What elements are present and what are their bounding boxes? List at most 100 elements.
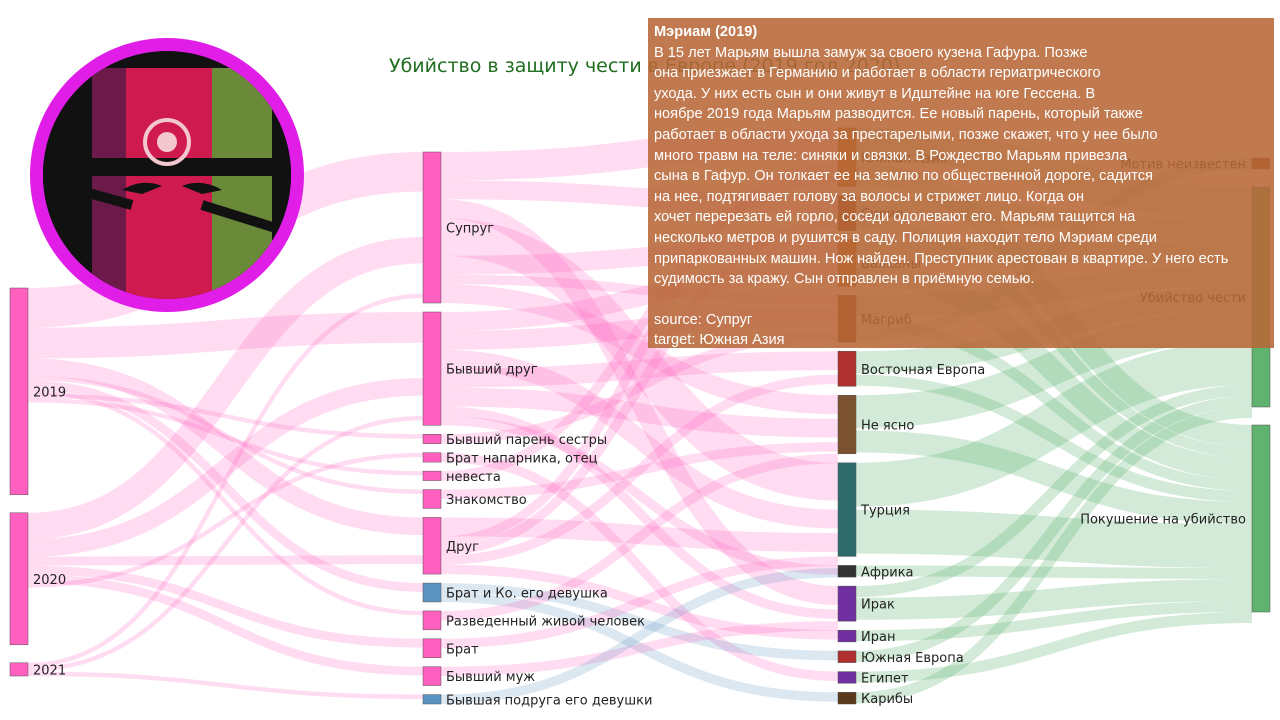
sankey-link-p_spouse-o_iraq[interactable] xyxy=(440,199,839,605)
sankey-link-p_acq-o_unclear[interactable] xyxy=(440,442,839,499)
sankey-link-y2019-p_sisex[interactable] xyxy=(27,393,424,439)
sankey-node-y2020[interactable] xyxy=(9,512,29,646)
sankey-link-p_bro_gf-o_carib[interactable] xyxy=(440,592,839,702)
tooltip-line: сына в Гафур. Он толкает ее на землю по … xyxy=(654,168,1153,185)
sankey-link-p_friend-o_eeurope[interactable] xyxy=(440,374,839,565)
sankey-node-label: Ирак xyxy=(861,598,895,613)
masked-flag-logo-icon xyxy=(30,38,304,312)
sankey-node-label: Друг xyxy=(446,540,479,555)
sankey-node-label: Египет xyxy=(861,671,909,686)
sankey-node-p_exhusband[interactable] xyxy=(422,666,442,686)
sankey-link-o_iraq-r_honor[interactable] xyxy=(855,385,1253,598)
sankey-link-p_spouse-o_unclear[interactable] xyxy=(440,284,839,415)
tooltip-line: В 15 лет Марьям вышла замуж за своего ку… xyxy=(654,44,1088,61)
sankey-node-label: Бывший парень сестры xyxy=(446,433,607,448)
sankey-node-o_carib[interactable] xyxy=(837,692,857,705)
sankey-node-p_exbf[interactable] xyxy=(422,311,442,426)
sankey-link-p_divorced-o_unclear[interactable] xyxy=(440,453,839,621)
sankey-node-o_seurope[interactable] xyxy=(837,650,857,663)
sankey-link-o_seurope-r_honor[interactable] xyxy=(855,396,1253,662)
sankey-node-o_africa[interactable] xyxy=(837,565,857,578)
sankey-link-p_exhusband-o_iraq[interactable] xyxy=(440,621,839,677)
sankey-node-p_sisex[interactable] xyxy=(422,434,442,444)
sankey-node-p_brother_partner[interactable] xyxy=(422,452,442,463)
sankey-node-label: 2021 xyxy=(33,663,66,678)
sankey-node-label: Карибы xyxy=(861,692,913,707)
sankey-link-p_spouse-o_turkey[interactable] xyxy=(440,218,839,501)
sankey-link-o_iraq-r_attempt[interactable] xyxy=(855,579,1253,620)
sankey-link-y2019-p_bro_gf[interactable] xyxy=(27,380,424,592)
sankey-node-p_exgf_gf[interactable] xyxy=(422,694,442,705)
sankey-link-p_exgf_gf-o_turkey[interactable] xyxy=(440,568,839,704)
story-tooltip: Мэриам (2019) В 15 лет Марьям вышла заму… xyxy=(648,18,1274,348)
sankey-node-o_eeurope[interactable] xyxy=(837,350,857,387)
sankey-link-o_turkey-r_honor[interactable] xyxy=(855,341,1253,507)
sankey-node-p_acq[interactable] xyxy=(422,489,442,509)
sankey-link-y2020-p_exhusband[interactable] xyxy=(27,574,424,676)
sankey-link-y2021-p_spouse[interactable] xyxy=(27,293,424,668)
sankey-link-y2020-p_friend[interactable] xyxy=(27,555,424,566)
sankey-link-o_eeurope-r_attempt[interactable] xyxy=(855,374,1253,502)
sankey-node-p_divorced[interactable] xyxy=(422,610,442,631)
sankey-link-o_africa-r_attempt[interactable] xyxy=(855,565,1253,579)
sankey-link-y2019-p_friend[interactable] xyxy=(27,358,424,536)
sankey-node-label: Брат напарника, отец xyxy=(446,451,598,466)
sankey-node-p_brother[interactable] xyxy=(422,638,442,658)
sankey-node-label: 2019 xyxy=(33,385,66,400)
sankey-node-o_egypt[interactable] xyxy=(837,671,857,684)
sankey-node-p_bride[interactable] xyxy=(422,470,442,481)
sankey-link-y2021-p_exbf[interactable] xyxy=(27,415,424,672)
sankey-node-o_turkey[interactable] xyxy=(837,462,857,557)
sankey-node-p_spouse[interactable] xyxy=(422,151,442,304)
sankey-link-y2019-p_bride[interactable] xyxy=(27,398,424,476)
tooltip-source: source: Супруг xyxy=(654,311,753,328)
sankey-link-y2019-p_acq[interactable] xyxy=(27,376,424,494)
sankey-link-y2020-p_exbf[interactable] xyxy=(27,378,424,557)
sankey-node-y2019[interactable] xyxy=(9,287,29,496)
sankey-node-o_iraq[interactable] xyxy=(837,585,857,622)
sankey-link-o_turkey-r_attempt[interactable] xyxy=(855,509,1253,568)
sankey-link-p_friend-o_turkey[interactable] xyxy=(440,517,839,552)
tooltip-target: target: Южная Азия xyxy=(654,332,785,348)
sankey-link-y2020-p_brother[interactable] xyxy=(27,565,424,648)
sankey-node-r_attempt[interactable] xyxy=(1251,424,1271,613)
tooltip-line: она приезжает в Германию и работает в об… xyxy=(654,65,1101,82)
sankey-node-p_bro_gf[interactable] xyxy=(422,582,442,603)
sankey-node-label: Брат и Ко. его девушка xyxy=(446,587,608,602)
tooltip-line: судимость за кражу. Сын отправлен в приё… xyxy=(654,271,1035,288)
sankey-node-label: Не ясно xyxy=(861,419,914,434)
sankey-link-p_exbf-o_africa[interactable] xyxy=(440,415,839,575)
sankey-node-p_friend[interactable] xyxy=(422,517,442,575)
sankey-link-p_exbf-o_turkey[interactable] xyxy=(440,349,839,529)
sankey-link-y2020-p_brother_partner[interactable] xyxy=(27,452,424,588)
sankey-node-label: Знакомство xyxy=(446,493,527,508)
sankey-node-o_unclear[interactable] xyxy=(837,395,857,455)
sankey-link-y2020-p_spouse[interactable] xyxy=(27,236,424,540)
sankey-node-label: Бывшая подруга его девушки xyxy=(446,693,652,708)
sankey-link-p_brother_partner-o_egypt[interactable] xyxy=(440,452,839,682)
sankey-link-y2019-p_exbf[interactable] xyxy=(27,312,424,359)
sankey-node-label: Африка xyxy=(861,565,914,580)
tooltip-line: несколько метров и рушится в саду. Полиц… xyxy=(654,229,1157,246)
sankey-link-p_bro_gf-o_seurope[interactable] xyxy=(440,583,839,661)
sankey-node-o_iran[interactable] xyxy=(837,629,857,643)
sankey-link-p_friend-o_iran[interactable] xyxy=(440,564,839,640)
sankey-link-y2019-p_divorced[interactable] xyxy=(27,389,424,616)
sankey-node-label: Южная Европа xyxy=(861,651,964,666)
sankey-link-p_brother-o_turkey[interactable] xyxy=(440,556,839,649)
sankey-link-o_egypt-r_attempt[interactable] xyxy=(855,612,1253,683)
logo-emblem xyxy=(143,118,191,166)
tooltip-title: Мэриам (2019) xyxy=(654,24,758,40)
tooltip-line: хочет перерезать ей горло, соседи одолев… xyxy=(654,209,1136,226)
sankey-link-p_exbf-o_eeurope[interactable] xyxy=(440,351,839,388)
sankey-link-p_exbf-o_iraq[interactable] xyxy=(440,406,839,619)
sankey-node-y2021[interactable] xyxy=(9,662,29,677)
sankey-node-label: Супруг xyxy=(446,222,494,237)
sankey-node-label: 2020 xyxy=(33,573,66,588)
sankey-link-o_carib-r_honor[interactable] xyxy=(855,407,1253,704)
sankey-link-o_iran-r_attempt[interactable] xyxy=(855,601,1253,642)
sankey-link-y2021-p_exgf_gf[interactable] xyxy=(27,671,424,699)
sankey-link-p_exbf-o_unclear[interactable] xyxy=(440,387,839,438)
tooltip-line: ухода. У них есть сын и они живут в Идшт… xyxy=(654,85,1096,102)
sankey-link-o_unclear-r_attempt[interactable] xyxy=(855,430,1253,524)
